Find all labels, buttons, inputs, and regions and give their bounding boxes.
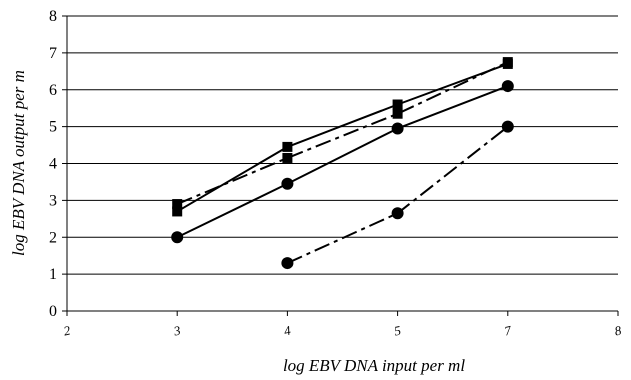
y-tick-labels: 0 1 2 3 4 5 6 7 8: [49, 8, 57, 320]
circle-marker: [501, 80, 514, 93]
y-tick-label: 6: [49, 82, 57, 99]
square-marker: [392, 99, 403, 110]
y-axis-title: log EBV DNA output per m: [9, 70, 28, 256]
series-line: [176, 85, 509, 239]
square-marker: [172, 199, 183, 210]
series-line: [176, 61, 509, 205]
series-line: [176, 62, 509, 213]
x-tick-label: 2: [62, 322, 72, 338]
series-lines: [176, 61, 509, 264]
x-tick-label: 4: [283, 322, 293, 338]
x-axis-title: log EBV DNA input per ml: [283, 356, 465, 375]
y-tick-label: 5: [49, 119, 57, 136]
data-markers: [171, 57, 514, 270]
x-tick-label: 5: [393, 322, 403, 338]
circle-marker: [391, 207, 404, 220]
square-marker: [282, 152, 293, 163]
circle-marker: [171, 231, 184, 244]
x-tick-labels: 2 3 4 5 7 8: [62, 322, 623, 338]
y-tick-label: 0: [49, 303, 57, 320]
square-marker: [392, 108, 403, 119]
y-tick-label: 2: [49, 229, 57, 246]
circle-marker: [391, 122, 404, 135]
y-tick-label: 8: [49, 8, 57, 25]
gridlines: [67, 15, 618, 275]
y-tick-label: 1: [49, 266, 57, 283]
square-marker: [502, 57, 513, 68]
x-tick-label: 3: [171, 322, 182, 338]
circle-marker: [501, 120, 514, 133]
square-marker: [282, 141, 293, 152]
x-tick-label: 8: [613, 322, 623, 338]
y-tick-label: 4: [49, 156, 57, 173]
y-tick-label: 7: [49, 45, 57, 62]
axes: [62, 15, 619, 316]
y-tick-label: 3: [49, 192, 57, 209]
series-line: [286, 125, 509, 264]
x-tick-label: 7: [503, 322, 513, 338]
circle-marker: [281, 177, 294, 190]
square-marker: [172, 206, 183, 217]
circle-marker: [281, 257, 294, 270]
